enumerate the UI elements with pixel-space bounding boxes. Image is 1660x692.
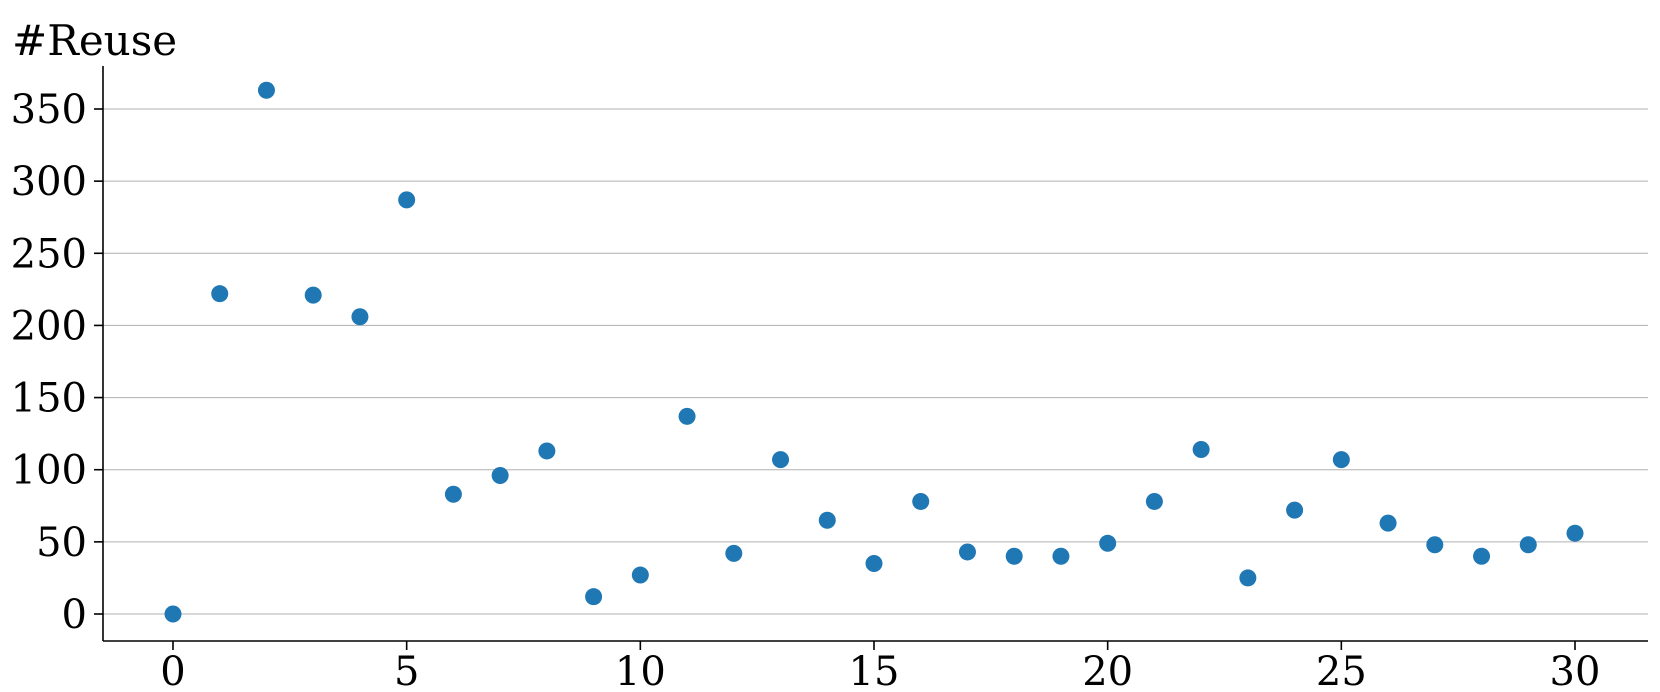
data-point: [1519, 536, 1537, 554]
data-point: [1332, 451, 1350, 469]
data-point: [491, 466, 509, 484]
x-tick-label: 25: [1316, 649, 1367, 692]
data-point: [818, 511, 836, 529]
data-point: [1005, 547, 1023, 565]
data-point: [865, 555, 883, 572]
x-tick-label: 30: [1550, 649, 1601, 692]
grid-lines: [103, 108, 1648, 615]
data-point: [304, 286, 322, 304]
data-point: [631, 566, 649, 584]
data-point: [585, 588, 603, 606]
y-axis-ticks: 0 50 100 150 200 250 300 350: [11, 87, 103, 638]
y-axis-label: #Reuse: [12, 16, 177, 65]
data-point: [1099, 534, 1117, 552]
data-point: [1145, 492, 1163, 510]
x-tick-label: 15: [849, 649, 900, 692]
data-point: [912, 492, 930, 510]
x-tick-label: 5: [394, 649, 419, 692]
data-point: [211, 285, 229, 303]
data-point: [1286, 501, 1304, 519]
data-point: [772, 451, 790, 469]
data-point: [538, 442, 556, 460]
data-point: [444, 485, 462, 503]
y-tick-label: 250: [11, 231, 87, 277]
y-tick-label: 150: [11, 376, 87, 422]
data-point: [1052, 547, 1070, 565]
data-point: [1426, 536, 1444, 554]
y-tick-label: 100: [11, 448, 87, 494]
axes: [102, 66, 1648, 642]
data-point: [1192, 441, 1210, 459]
x-tick-label: 10: [615, 649, 666, 692]
data-point: [1379, 514, 1397, 532]
x-tick-label: 0: [160, 649, 185, 692]
y-tick-label: 350: [11, 87, 87, 133]
x-tick-label: 20: [1082, 649, 1133, 692]
data-point: [958, 543, 976, 561]
data-point: [1473, 547, 1491, 565]
data-point: [1566, 524, 1584, 542]
y-tick-label: 0: [62, 592, 87, 638]
x-axis-ticks: 0 5 10 15 20 25 30: [160, 641, 1600, 692]
data-point: [678, 407, 696, 425]
data-point: [1239, 569, 1257, 587]
y-tick-label: 200: [11, 303, 87, 349]
data-point: [725, 544, 743, 562]
y-tick-label: 50: [36, 520, 87, 566]
data-point: [257, 81, 275, 99]
data-point: [398, 191, 416, 209]
data-point: [351, 308, 369, 326]
y-tick-label: 300: [11, 159, 87, 205]
data-point: [164, 605, 182, 623]
data-points: [164, 81, 1584, 623]
